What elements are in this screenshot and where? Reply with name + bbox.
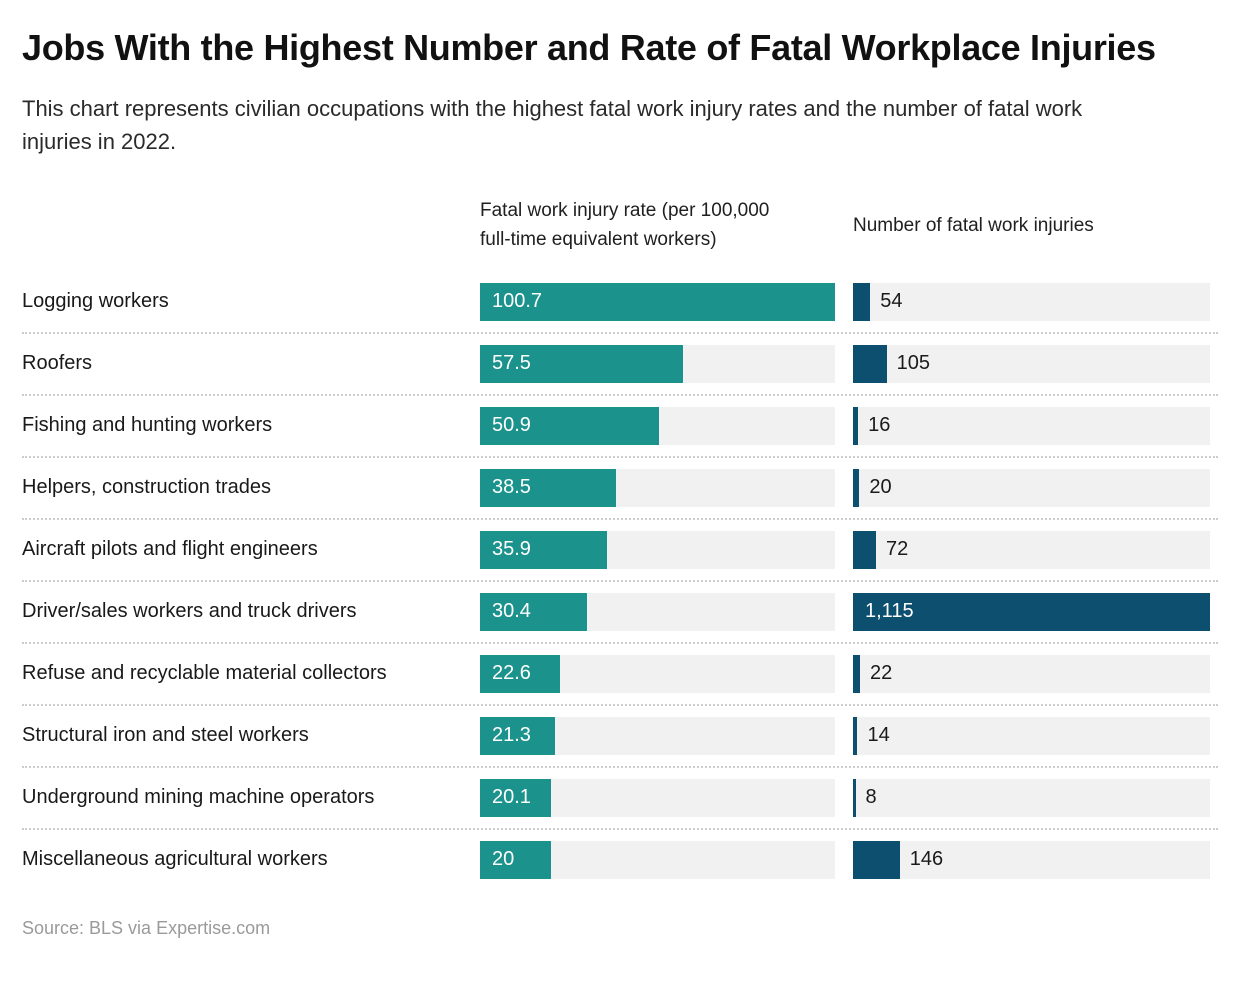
- row-label: Miscellaneous agricultural workers: [22, 848, 328, 871]
- row-label: Refuse and recyclable material collector…: [22, 662, 387, 685]
- rate-bar-fill: 20: [480, 840, 551, 879]
- column-headers: Fatal work injury rate (per 100,000 full…: [22, 184, 1218, 268]
- chart-row: Underground mining machine operators 20.…: [22, 765, 1218, 828]
- rate-bar: 30.4: [480, 592, 835, 631]
- rate-value-label: 21.3: [492, 724, 531, 747]
- count-bar-fill: [853, 406, 859, 445]
- count-value-label: 8: [865, 786, 877, 809]
- chart-row: Helpers, construction trades 38.5 20: [22, 455, 1218, 518]
- chart-row: Structural iron and steel workers 21.3 1…: [22, 703, 1218, 766]
- rate-bar: 57.5: [480, 344, 835, 383]
- row-label: Logging workers: [22, 290, 169, 313]
- chart-row: Fishing and hunting workers 50.9 16: [22, 393, 1218, 456]
- count-bar: 20: [853, 468, 1210, 507]
- row-label: Driver/sales workers and truck drivers: [22, 600, 357, 623]
- rate-bar: 20.1: [480, 778, 835, 817]
- row-label: Roofers: [22, 352, 93, 375]
- source-note: Source: BLS via Expertise.com: [22, 917, 271, 938]
- row-label: Fishing and hunting workers: [22, 414, 273, 437]
- count-bar-fill: [853, 840, 900, 879]
- row-label: Helpers, construction trades: [22, 476, 272, 499]
- rate-bar-fill: 30.4: [480, 592, 588, 631]
- rate-bar-fill: 21.3: [480, 716, 556, 755]
- row-label: Aircraft pilots and flight engineers: [22, 538, 318, 561]
- chart-rows: Logging workers 100.7 54 Roofers 57.5 10…: [22, 272, 1218, 890]
- row-label: Structural iron and steel workers: [22, 724, 309, 747]
- chart-title: Jobs With the Highest Number and Rate of…: [22, 27, 1156, 68]
- rate-bar-fill: 20.1: [480, 778, 551, 817]
- chart-subtitle: This chart represents civilian occupatio…: [22, 95, 1083, 154]
- count-bar: 16: [853, 406, 1210, 445]
- rate-bar-fill: 35.9: [480, 530, 607, 569]
- count-value-label: 72: [886, 538, 909, 561]
- count-value-label: 146: [909, 848, 944, 871]
- count-column-header: Number of fatal work injuries: [853, 214, 1094, 236]
- chart-row: Driver/sales workers and truck drivers 3…: [22, 579, 1218, 642]
- chart-row: Logging workers 100.7 54: [22, 272, 1218, 332]
- count-value-label: 20: [869, 476, 892, 499]
- count-bar: 54: [853, 282, 1210, 321]
- chart-row: Roofers 57.5 105: [22, 331, 1218, 394]
- rate-bar: 35.9: [480, 530, 835, 569]
- count-bar: 72: [853, 530, 1210, 569]
- rate-bar-fill: 38.5: [480, 468, 616, 507]
- count-bar-fill: [853, 344, 887, 383]
- rate-value-label: 20: [492, 848, 515, 871]
- row-label: Underground mining machine operators: [22, 786, 375, 809]
- count-value-label: 105: [896, 352, 930, 375]
- count-bar: 1,115: [853, 592, 1210, 631]
- rate-bar: 20: [480, 840, 835, 879]
- chart-row: Miscellaneous agricultural workers 20 14…: [22, 827, 1218, 890]
- count-bar-fill: 1,115: [853, 592, 1210, 631]
- count-bar-fill: [853, 530, 877, 569]
- rate-bar-fill: 22.6: [480, 654, 560, 693]
- rate-bar-fill: 57.5: [480, 344, 683, 383]
- rate-value-label: 50.9: [492, 414, 531, 437]
- rate-bar: 100.7: [480, 282, 835, 321]
- rate-bar: 22.6: [480, 654, 835, 693]
- chart-row: Aircraft pilots and flight engineers 35.…: [22, 517, 1218, 580]
- count-bar: 105: [853, 344, 1210, 383]
- count-bar-fill: [853, 716, 858, 755]
- rate-bar: 38.5: [480, 468, 835, 507]
- rate-value-label: 57.5: [492, 352, 531, 375]
- count-value-label: 14: [867, 724, 890, 747]
- count-bar-fill: [853, 654, 861, 693]
- rate-bar-fill: 50.9: [480, 406, 660, 445]
- count-bar-fill: [853, 282, 871, 321]
- count-value-label: 22: [870, 662, 893, 685]
- rate-bar: 21.3: [480, 716, 835, 755]
- count-bar: 22: [853, 654, 1210, 693]
- count-bar: 8: [853, 778, 1210, 817]
- rate-bar-fill: 100.7: [480, 282, 835, 321]
- rate-value-label: 38.5: [492, 476, 531, 499]
- rate-value-label: 35.9: [492, 538, 531, 561]
- count-bar-fill: [853, 778, 856, 817]
- count-bar: 146: [853, 840, 1210, 879]
- rate-value-label: 30.4: [492, 600, 531, 623]
- count-value-label: 54: [880, 290, 903, 313]
- count-value-label: 16: [868, 414, 891, 437]
- count-bar: 14: [853, 716, 1210, 755]
- rate-value-label: 22.6: [492, 662, 531, 685]
- rate-bar: 50.9: [480, 406, 835, 445]
- count-value-label: 1,115: [865, 600, 914, 623]
- rate-value-label: 100.7: [492, 290, 543, 313]
- count-bar-fill: [853, 468, 860, 507]
- rate-column-header: Fatal work injury rate (per 100,000 full…: [480, 200, 770, 250]
- chart-row: Refuse and recyclable material collector…: [22, 641, 1218, 704]
- rate-value-label: 20.1: [492, 786, 531, 809]
